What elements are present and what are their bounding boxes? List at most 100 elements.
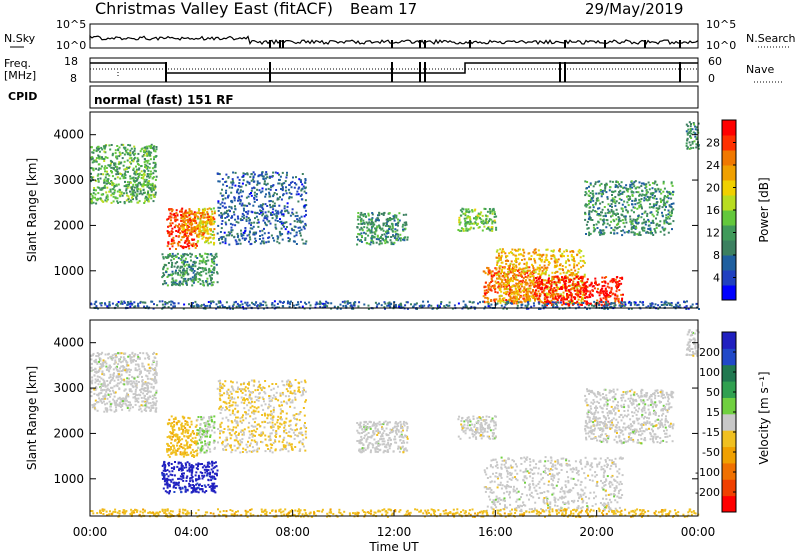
heatmap-cell xyxy=(138,172,141,175)
heatmap-cell xyxy=(367,212,370,215)
heatmap-cell xyxy=(250,189,253,192)
heatmap-cell xyxy=(551,297,554,300)
heatmap-cell xyxy=(129,177,132,180)
heatmap-cell xyxy=(196,271,199,274)
heatmap-cell xyxy=(129,161,132,164)
heatmap-cell xyxy=(231,229,234,232)
heatmap-cell xyxy=(511,291,514,294)
heatmap-cell xyxy=(169,216,172,219)
heatmap-cell xyxy=(296,190,299,193)
heatmap-cell xyxy=(606,307,609,310)
heatmap-cell xyxy=(300,221,303,224)
heatmap-cell xyxy=(614,204,617,207)
heatmap-cell xyxy=(602,233,605,236)
heatmap-cell xyxy=(562,286,565,289)
heatmap-cell xyxy=(505,301,508,304)
heatmap-cell xyxy=(206,208,209,211)
heatmap-cell xyxy=(506,273,509,276)
heatmap-cell xyxy=(561,265,564,267)
heatmap-cell xyxy=(622,187,625,190)
heatmap-cell xyxy=(375,218,378,221)
heatmap-cell xyxy=(525,296,528,299)
heatmap-cell xyxy=(92,167,95,170)
heatmap-cell xyxy=(304,179,307,182)
heatmap-cell xyxy=(611,302,614,305)
heatmap-cell xyxy=(531,295,533,298)
heatmap-cell xyxy=(134,180,137,183)
heatmap-cell xyxy=(620,301,623,304)
heatmap-cell xyxy=(552,288,554,291)
heatmap-cell xyxy=(398,219,401,222)
heatmap-cell xyxy=(645,189,648,192)
heatmap-cell xyxy=(252,186,255,189)
heatmap-cell xyxy=(547,292,550,295)
heatmap-cell xyxy=(126,194,129,197)
heatmap-cell xyxy=(191,245,194,248)
heatmap-cell xyxy=(606,222,609,225)
heatmap-cell xyxy=(611,214,614,217)
heatmap-cell xyxy=(579,289,582,291)
heatmap-cell xyxy=(573,277,576,280)
heatmap-cell xyxy=(668,204,671,207)
heatmap-cell xyxy=(658,224,661,227)
heatmap-cell xyxy=(212,243,215,246)
heatmap-cell xyxy=(231,183,234,186)
heatmap-cell xyxy=(577,271,580,274)
heatmap-cell xyxy=(532,275,535,278)
heatmap-cell xyxy=(555,281,557,284)
heatmap-cell xyxy=(495,274,498,277)
heatmap-cell xyxy=(377,214,379,217)
heatmap-cell xyxy=(262,203,265,206)
heatmap-cell xyxy=(137,173,140,176)
heatmap-cell xyxy=(637,221,640,224)
heatmap-cell xyxy=(564,276,567,279)
heatmap-cell xyxy=(116,200,119,203)
heatmap-cell xyxy=(112,188,115,191)
heatmap-cell xyxy=(271,217,274,220)
heatmap-cell xyxy=(206,230,209,233)
heatmap-cell xyxy=(197,216,200,219)
heatmap-cell xyxy=(663,208,666,211)
heatmap-cell xyxy=(605,294,607,297)
heatmap-cell xyxy=(247,195,250,198)
heatmap-cell xyxy=(356,226,359,229)
heatmap-cell xyxy=(175,248,177,250)
heatmap-cell xyxy=(503,297,506,300)
heatmap-cell xyxy=(640,185,643,187)
heatmap-cell xyxy=(615,208,618,211)
heatmap-cell xyxy=(121,174,124,177)
heatmap-cell xyxy=(91,151,94,154)
heatmap-cell xyxy=(292,213,295,216)
heatmap-cell xyxy=(280,227,283,230)
heatmap-cell xyxy=(290,192,293,195)
heatmap-cell xyxy=(647,218,650,221)
heatmap-cell xyxy=(187,235,190,237)
heatmap-cell xyxy=(145,145,148,148)
heatmap-cell xyxy=(395,214,398,217)
heatmap-cell xyxy=(598,180,601,183)
heatmap-cell xyxy=(608,302,611,305)
heatmap-cell xyxy=(654,190,657,193)
heatmap-cell xyxy=(155,146,158,148)
heatmap-cell xyxy=(627,195,630,198)
heatmap-cell xyxy=(146,154,149,157)
heatmap-cell xyxy=(193,305,196,308)
heatmap-cell xyxy=(542,272,545,275)
heatmap-cell xyxy=(90,158,93,161)
heatmap-cell xyxy=(533,257,536,260)
heatmap-cell xyxy=(559,301,562,304)
heatmap-cell xyxy=(607,295,610,298)
heatmap-cell xyxy=(669,303,672,305)
heatmap-cell xyxy=(135,179,138,182)
heatmap-cell xyxy=(633,211,635,214)
heatmap-cell xyxy=(183,262,186,264)
heatmap-cell xyxy=(147,175,150,178)
heatmap-cell xyxy=(535,289,537,292)
heatmap-cell xyxy=(282,301,285,304)
heatmap-cell xyxy=(234,184,237,187)
heatmap-cell xyxy=(193,244,196,247)
heatmap-cell xyxy=(248,236,251,239)
heatmap-cell xyxy=(202,270,205,273)
heatmap-cell xyxy=(558,307,561,310)
heatmap-cell xyxy=(474,217,477,220)
